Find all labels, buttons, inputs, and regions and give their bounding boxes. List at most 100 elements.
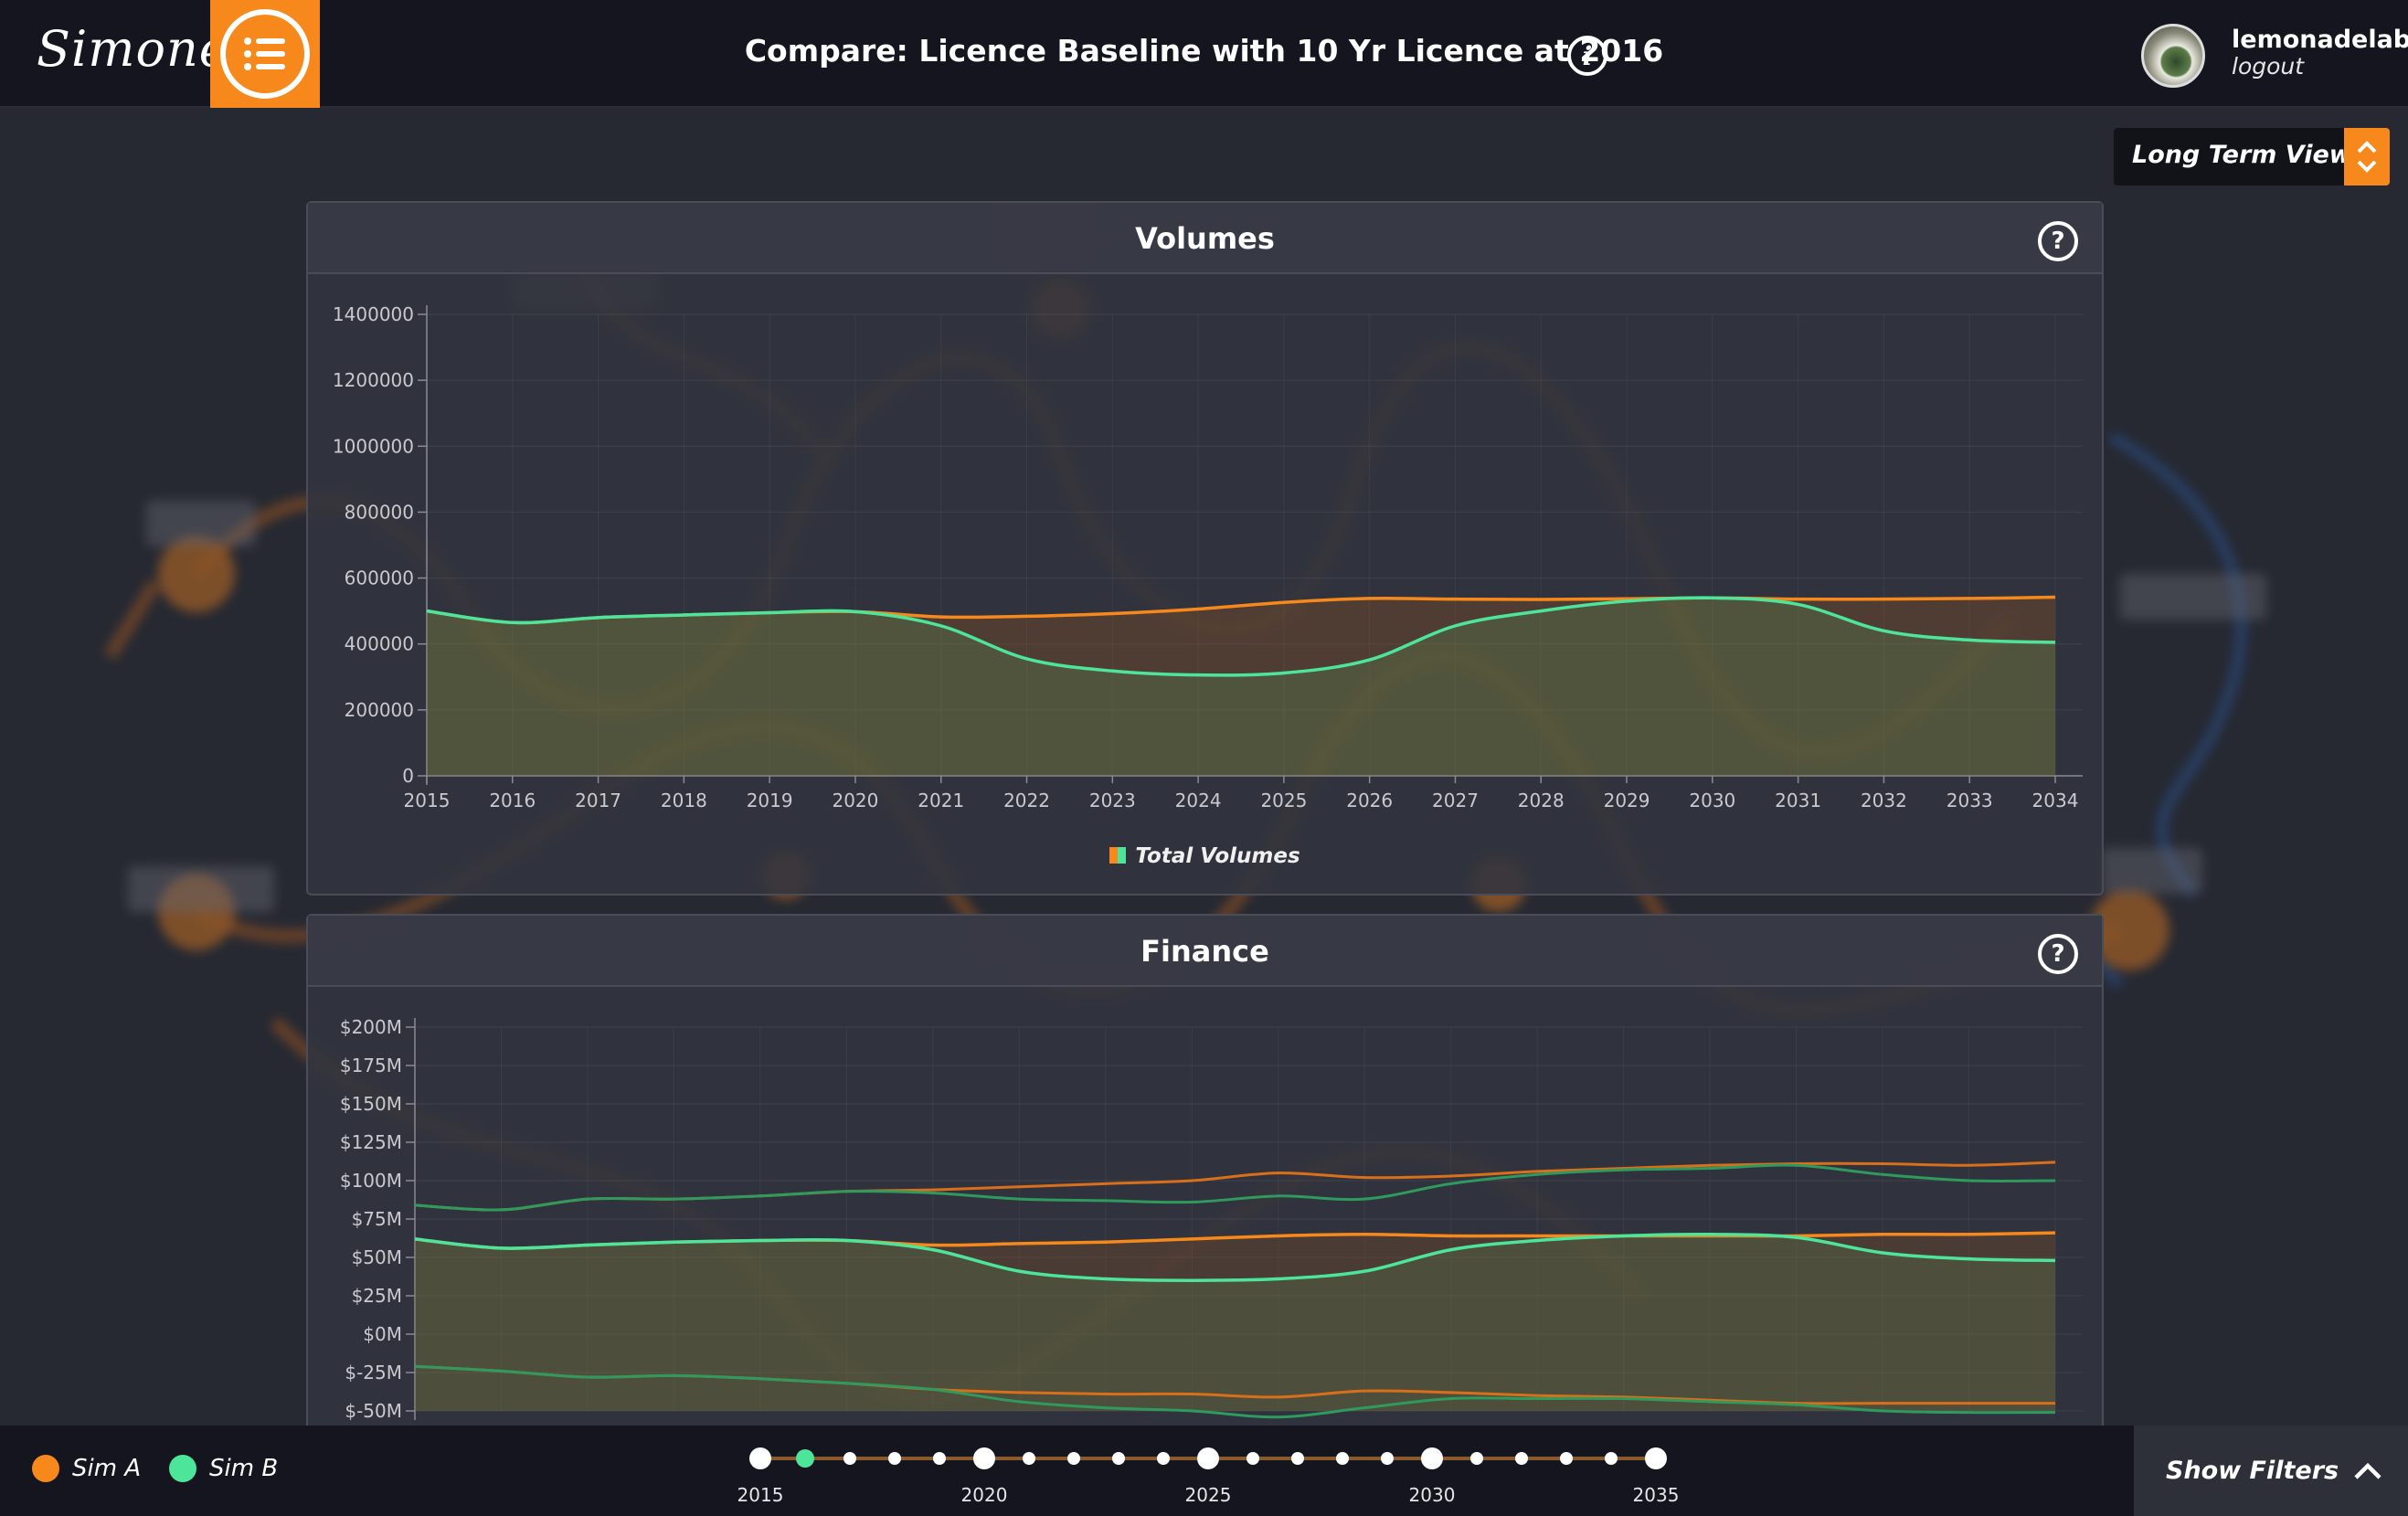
series-line: [414, 1232, 2056, 1282]
view-select-value: Long Term View: [2132, 141, 2352, 169]
bottom-bar: Sim A Sim B 2015 2020 2025 2030 2035 Show Fi…: [0, 1426, 2408, 1516]
x-tick-label: 2030: [1689, 790, 1735, 811]
timeline-year-dot: [1112, 1452, 1125, 1465]
x-tick-label: 2016: [489, 790, 536, 811]
timeline-year-label: 2025: [1185, 1484, 1232, 1506]
timeline-year-dot: [1470, 1452, 1483, 1465]
timeline-year-label: 2035: [1633, 1484, 1680, 1506]
x-tick-label: 2029: [1604, 790, 1650, 811]
timeline-year-dot: [1197, 1447, 1219, 1469]
x-tick-label: 2023: [1089, 790, 1136, 811]
x-tick-label: 2019: [747, 790, 793, 811]
series-line: [414, 1364, 2056, 1419]
y-tick-label: $75M: [352, 1208, 402, 1230]
sim-b-dot: [169, 1455, 196, 1482]
timeline-year-dot: [1336, 1452, 1349, 1465]
y-tick-label: $0M: [363, 1323, 402, 1345]
x-tick-label: 2034: [2032, 790, 2079, 811]
timeline-year-dot: [1421, 1447, 1443, 1469]
sim-b-legend: Sim B: [169, 1455, 278, 1482]
timeline-year-dot: [973, 1447, 995, 1469]
sim-a-dot: [32, 1455, 59, 1482]
year-timeline[interactable]: 2015 2020 2025 2030 2035: [731, 1426, 1691, 1516]
y-tick-label: 1400000: [333, 303, 414, 325]
timeline-year-dot: [1515, 1452, 1528, 1465]
timeline-year-dot: [1605, 1452, 1618, 1465]
volumes-chart: 0 200000 400000 600000 800000 1000000 1200000 1…: [333, 303, 2083, 811]
series-area: [415, 1234, 2055, 1411]
menu-button[interactable]: [210, 0, 320, 108]
y-tick-label: $150M: [340, 1093, 402, 1115]
timeline-year-dot: [933, 1452, 946, 1465]
show-filters-label: Show Filters: [2166, 1457, 2339, 1485]
y-tick-label: 1000000: [333, 435, 414, 457]
volumes-title: Volumes: [1135, 221, 1275, 256]
timeline-year-dot: [1560, 1452, 1573, 1465]
y-tick-label: $100M: [340, 1170, 402, 1192]
timeline-year-dot: [1246, 1452, 1259, 1465]
y-tick-label: 400000: [345, 633, 414, 655]
x-tick-label: 2026: [1346, 790, 1393, 811]
series-area: [427, 598, 2055, 776]
y-tick-label: $-25M: [345, 1362, 402, 1383]
x-tick-label: 2024: [1175, 790, 1222, 811]
timeline-year-dot: [1067, 1452, 1080, 1465]
list-menu-icon: [220, 9, 310, 99]
y-tick-label: $25M: [352, 1285, 402, 1307]
series-area: [415, 1233, 2055, 1411]
timeline-year-label: 2030: [1409, 1484, 1456, 1506]
y-tick-label: 200000: [345, 699, 414, 721]
volumes-legend-label: Total Volumes: [1135, 844, 1300, 868]
x-tick-label: 2032: [1861, 790, 1907, 811]
show-filters-button[interactable]: Show Filters: [2134, 1426, 2408, 1516]
x-tick-label: 2031: [1775, 790, 1821, 811]
sim-a-legend: Sim A: [32, 1455, 141, 1482]
y-tick-label: $125M: [340, 1131, 402, 1153]
finance-help-icon[interactable]: ?: [2038, 934, 2078, 974]
timeline-year-dot: [749, 1447, 771, 1469]
finance-chart: $-50M $-25M $0M $25M $50M $75M $100M $125M $150M…: [340, 1016, 2083, 1422]
sim-a-label: Sim A: [72, 1455, 142, 1482]
timeline-year-dot: [888, 1452, 901, 1465]
timeline-year-label: 2015: [737, 1484, 784, 1506]
y-tick-label: $50M: [352, 1246, 402, 1268]
y-tick-label: $200M: [340, 1016, 402, 1038]
y-tick-label: 600000: [345, 567, 414, 589]
volumes-legend[interactable]: Total Volumes: [308, 844, 2102, 868]
timeline-year-dot: [1157, 1452, 1170, 1465]
x-tick-label: 2022: [1003, 790, 1050, 811]
select-arrows-icon: [2344, 128, 2390, 186]
timeline-year-dot: [796, 1449, 814, 1468]
y-tick-label: 1200000: [333, 369, 414, 391]
x-tick-label: 2015: [404, 790, 451, 811]
y-tick-label: $-50M: [345, 1400, 402, 1422]
x-tick-label: 2028: [1518, 790, 1565, 811]
series-line: [414, 1163, 2056, 1212]
series-line: [414, 1161, 2056, 1212]
avatar[interactable]: [2141, 24, 2205, 88]
x-tick-label: 2025: [1260, 790, 1307, 811]
volumes-panel-header: Volumes ?: [308, 203, 2102, 274]
finance-panel: Finance ? $-50M $-25M $0M $25M $50M $75M $100M…: [306, 914, 2104, 1444]
chevron-up-icon: [2354, 1462, 2381, 1479]
user-name: lemonadelabs: [2232, 26, 2408, 54]
volumes-panel: Volumes ? 0 200000 400000 600000 800000 10000…: [306, 201, 2104, 896]
logout-link[interactable]: logout: [2232, 53, 2305, 80]
sim-b-label: Sim B: [209, 1455, 279, 1482]
top-bar: Simone Compare: Licence Baseline with 10…: [0, 0, 2408, 108]
timeline-year-dot: [1645, 1447, 1667, 1469]
y-tick-label: 0: [402, 765, 414, 787]
legend-swatch: [1109, 847, 1127, 864]
timeline-year-dot: [1381, 1452, 1394, 1465]
x-tick-label: 2027: [1432, 790, 1479, 811]
x-tick-label: 2021: [918, 790, 964, 811]
app-logo[interactable]: Simone: [37, 20, 229, 78]
info-icon[interactable]: i: [1567, 36, 1607, 76]
timeline-year-dot: [1291, 1452, 1304, 1465]
view-select[interactable]: Long Term View: [2114, 128, 2390, 186]
volumes-help-icon[interactable]: ?: [2038, 221, 2078, 261]
x-tick-label: 2018: [661, 790, 707, 811]
y-tick-label: $175M: [340, 1055, 402, 1076]
series-line: [426, 596, 2056, 677]
timeline-year-label: 2020: [961, 1484, 1008, 1506]
